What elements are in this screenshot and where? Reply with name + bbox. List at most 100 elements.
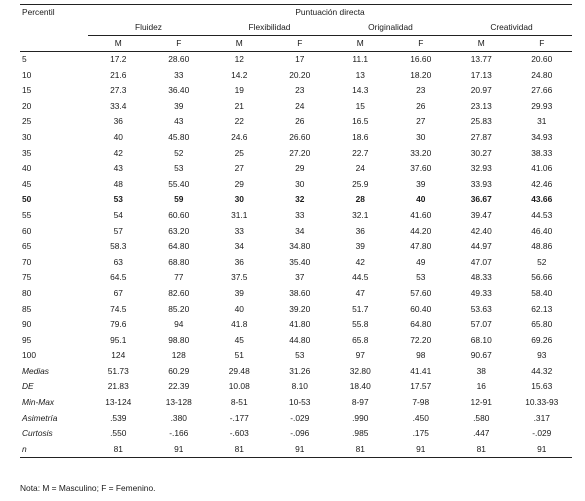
table-cell: 67	[113, 287, 123, 298]
table-cell: 10.33-93	[525, 397, 559, 408]
sub-f: F	[148, 35, 209, 52]
table-container: Percentil Puntuación directa Fluidez Fle…	[20, 0, 572, 459]
table-cell: 24.80	[531, 69, 553, 80]
table-cell: 57.60	[410, 287, 432, 298]
sub-f: F	[511, 35, 572, 52]
table-cell: 32.93	[470, 163, 492, 174]
table-cell: 20.60	[531, 54, 553, 64]
table-cell: .175	[412, 428, 429, 439]
table-cell: 49.33	[470, 287, 492, 298]
table-cell: 23	[295, 85, 305, 96]
table-cell: 21	[234, 100, 244, 111]
table-cell: 23.13	[470, 100, 492, 111]
table-row: Medias 51.73 60.29 29.48 31.26 32.80 41.41 38 44…	[20, 364, 572, 380]
table-cell: 44.20	[410, 225, 432, 236]
table-cell: 94	[174, 319, 184, 330]
table-cell: 52	[537, 256, 547, 267]
table-cell: 91	[269, 441, 330, 459]
table-cell: 44.5	[352, 272, 369, 283]
table-cell: 38.60	[289, 287, 311, 298]
table-cell: 7-98	[412, 397, 430, 408]
table-row: 95 95.1 98.80 45 44.80 65.8 72.20 68.10 69.26	[20, 333, 572, 349]
table-row: n 81 91 81 91 81 91 81 91	[20, 441, 572, 459]
row-label: n	[20, 441, 88, 459]
table-row: 20 33.4 39 21 24 15 26 23.13 29.93	[20, 99, 572, 115]
group-creatividad: Creatividad	[451, 20, 572, 36]
table-cell: 63	[113, 256, 123, 267]
table-cell: 25.9	[352, 178, 369, 189]
header-row-sex: M F M F M F M F	[20, 35, 572, 52]
table-cell: 45	[234, 334, 244, 345]
table-cell: 38	[476, 365, 486, 376]
table-row: 5 17.2 28.60 12 17 11.1 16.60 13.77 20.60	[20, 52, 572, 68]
clipped-caption	[20, 0, 572, 4]
table-row: 100 124 128 51 53 97 98 90.67 93	[20, 348, 572, 364]
table-cell: 68.80	[168, 256, 190, 267]
row-label: 15	[22, 85, 32, 96]
table-cell: 13-124	[105, 397, 132, 408]
sub-f: F	[269, 35, 330, 52]
row-label: 95	[22, 334, 32, 345]
table-cell: .985	[352, 428, 369, 439]
table-cell: 41.41	[410, 365, 432, 376]
table-cell: 41.8	[231, 319, 248, 330]
table-cell: 27.3	[110, 85, 127, 96]
table-cell: 10.08	[228, 381, 250, 392]
table-cell: 22	[234, 116, 244, 127]
table-cell: 22.7	[352, 147, 369, 158]
table-cell: 47	[355, 287, 365, 298]
table-cell: 47.80	[410, 241, 432, 252]
table-cell: 8-51	[230, 397, 248, 408]
table-cell: 52	[174, 147, 184, 158]
table-row: 90 79.6 94 41.8 41.80 55.8 64.80 57.07 65.80	[20, 317, 572, 333]
table-cell: 49	[416, 256, 426, 267]
table-cell: 36.67	[470, 194, 492, 205]
table-cell: 91	[148, 441, 209, 459]
table-row: 50 53 59 30 32 28 40 36.67 43.66	[20, 192, 572, 208]
table-cell: 22.39	[168, 381, 190, 392]
table-cell: 42.46	[531, 178, 553, 189]
table-cell: 28.60	[168, 54, 190, 64]
table-cell: 33.4	[110, 100, 127, 111]
row-label: 90	[22, 319, 32, 330]
table-cell: 36	[234, 256, 244, 267]
table-cell: 32.1	[352, 209, 369, 220]
row-label: 60	[22, 225, 32, 236]
table-cell: 85.20	[168, 303, 190, 314]
table-cell: 42	[355, 256, 365, 267]
table-cell: 64.80	[168, 241, 190, 252]
row-label: 75	[22, 272, 32, 283]
table-row: 60 57 63.20 33 34 36 44.20 42.40 46.40	[20, 224, 572, 240]
table-cell: 27.66	[531, 85, 553, 96]
table-cell: 36	[355, 225, 365, 236]
table-cell: 18.6	[352, 131, 369, 142]
row-label: 10	[22, 69, 32, 80]
table-row: DE 21.83 22.39 10.08 8.10 18.40 17.57 16 15.63	[20, 379, 572, 395]
row-label: DE	[22, 381, 34, 392]
table-row: 55 54 60.60 31.1 33 32.1 41.60 39.47 44.53	[20, 208, 572, 224]
table-cell: 13-128	[165, 397, 192, 408]
table-cell: 12-91	[470, 397, 492, 408]
sub-m: M	[209, 35, 270, 52]
table-cell: 12	[234, 54, 244, 64]
table-cell: 58.3	[110, 241, 127, 252]
table-cell: 32.80	[349, 365, 371, 376]
table-cell: 11.1	[352, 54, 369, 64]
table-cell: 20.20	[289, 69, 311, 80]
table-row: 80 67 82.60 39 38.60 47 57.60 49.33 58.40	[20, 286, 572, 302]
table-cell: 39	[416, 178, 426, 189]
table-cell: 27.87	[470, 131, 492, 142]
table-cell: 29.48	[228, 365, 250, 376]
table-cell: 15	[355, 100, 365, 111]
table-cell: 98	[416, 350, 426, 361]
table-cell: 77	[174, 272, 184, 283]
table-cell: 31.1	[231, 209, 248, 220]
table-cell: 19	[234, 85, 244, 96]
row-label: 25	[22, 116, 32, 127]
table-cell: 57	[113, 225, 123, 236]
table-cell: 48	[113, 178, 123, 189]
table-cell: 36.40	[168, 85, 190, 96]
table-cell: 26	[295, 116, 305, 127]
table-row: 15 27.3 36.40 19 23 14.3 23 20.97 27.66	[20, 83, 572, 99]
row-label: 100	[22, 350, 36, 361]
